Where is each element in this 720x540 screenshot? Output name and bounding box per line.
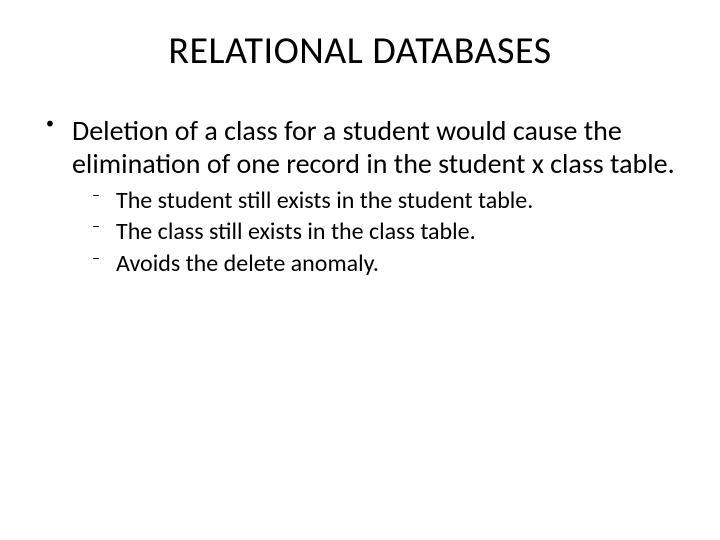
bullet-list-level2: The student still exists in the student … — [72, 186, 680, 278]
sub-bullet-text: Avoids the delete anomaly. — [116, 249, 680, 278]
sub-bullet-item: The class still exists in the class tabl… — [92, 217, 680, 246]
bullet-item: Deletion of a class for a student would … — [40, 114, 680, 278]
sub-bullet-text: The student still exists in the student … — [116, 186, 680, 215]
bullet-text: Deletion of a class for a student would … — [72, 114, 680, 180]
sub-bullet-text: The class still exists in the class tabl… — [116, 217, 680, 246]
sub-bullet-item: Avoids the delete anomaly. — [92, 249, 680, 278]
sub-bullet-item: The student still exists in the student … — [92, 186, 680, 215]
slide-title: RELATIONAL DATABASES — [40, 28, 680, 74]
slide: RELATIONAL DATABASES Deletion of a class… — [0, 0, 720, 540]
bullet-list-level1: Deletion of a class for a student would … — [40, 114, 680, 278]
